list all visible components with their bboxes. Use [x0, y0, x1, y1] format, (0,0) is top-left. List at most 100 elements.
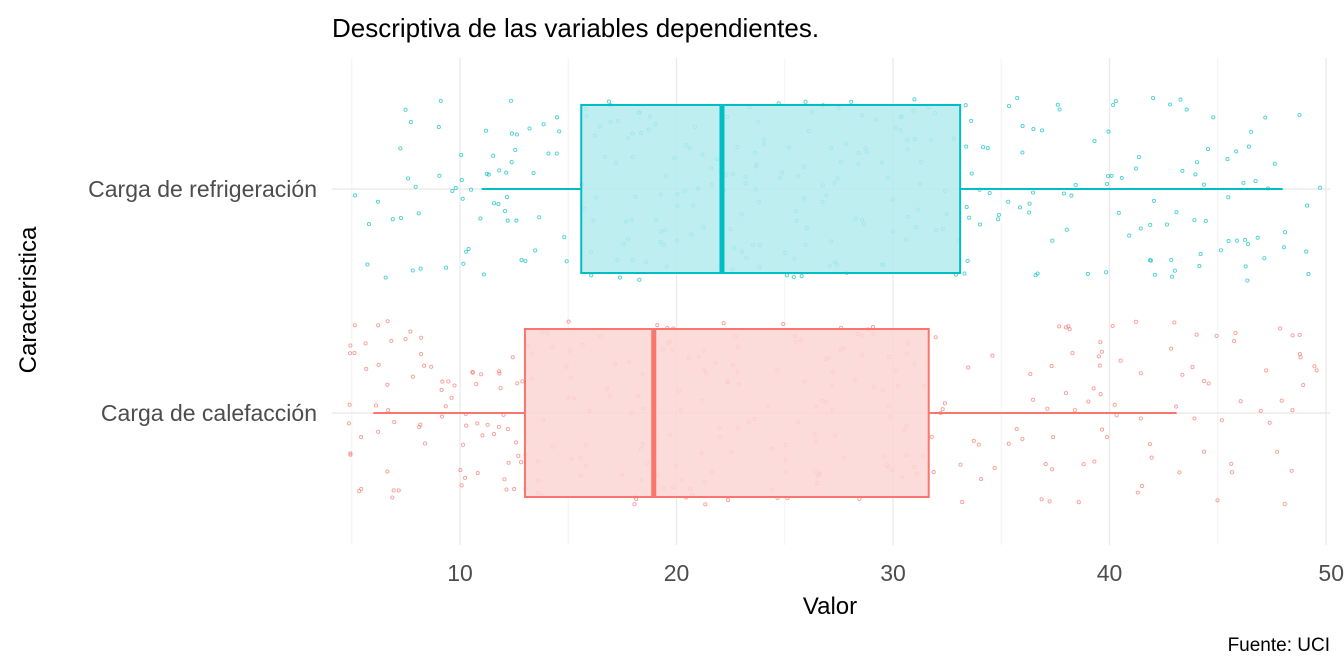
- jitter-point: [1314, 368, 1319, 373]
- jitter-point: [1234, 149, 1239, 154]
- jitter-point: [1049, 364, 1054, 369]
- jitter-point: [481, 272, 486, 277]
- jitter-point: [514, 132, 519, 137]
- jitter-point: [519, 257, 524, 262]
- y-tick-label: Carga de calefacción: [101, 400, 317, 426]
- jitter-point: [1192, 218, 1197, 223]
- jitter-point: [1172, 320, 1177, 325]
- jitter-point: [444, 265, 449, 270]
- jitter-point: [1226, 238, 1231, 244]
- jitter-point: [1306, 271, 1311, 277]
- jitter-point: [1027, 201, 1032, 206]
- jitter-point: [505, 427, 510, 432]
- jitter-point: [1039, 497, 1044, 502]
- jitter-point: [703, 502, 708, 507]
- jitter-point: [1312, 364, 1317, 369]
- jitter-point: [1138, 226, 1143, 231]
- jitter-point: [504, 170, 509, 175]
- jitter-point: [1253, 179, 1258, 184]
- jitter-point: [996, 217, 1001, 222]
- jitter-point: [1097, 363, 1102, 368]
- jitter-point: [1112, 402, 1117, 407]
- jitter-point: [1085, 271, 1090, 276]
- x-axis-title: Valor: [803, 593, 857, 620]
- x-tick-label: 20: [664, 560, 690, 586]
- jitter-point: [403, 107, 408, 112]
- jitter-point: [1282, 501, 1287, 507]
- jitter-point: [373, 403, 379, 408]
- jitter-point: [376, 429, 381, 434]
- jitter-point: [1168, 102, 1173, 107]
- jitter-point: [519, 460, 524, 465]
- jitter-point: [541, 122, 546, 127]
- jitter-point: [1192, 416, 1197, 421]
- jitter-point: [1151, 95, 1156, 101]
- jitter-point: [1111, 102, 1116, 108]
- jitter-point: [513, 147, 518, 152]
- jitter-point: [1030, 190, 1036, 195]
- y-axis-title: Caracteristica: [15, 226, 42, 373]
- jitter-point: [1225, 157, 1230, 162]
- jitter-point: [562, 235, 567, 240]
- jitter-point: [554, 115, 560, 120]
- jitter-point: [418, 266, 423, 271]
- jitter-point: [438, 98, 443, 103]
- jitter-point: [391, 488, 396, 493]
- jitter-point: [486, 172, 491, 177]
- jitter-point: [976, 442, 981, 447]
- jitter-point: [1289, 468, 1294, 473]
- jitter-point: [933, 335, 938, 340]
- jitter-point: [385, 382, 390, 387]
- jitter-point: [514, 218, 519, 223]
- jitter-point: [475, 470, 480, 476]
- jitter-point: [566, 319, 571, 324]
- jitter-point: [510, 355, 515, 360]
- jitter-point: [1180, 372, 1185, 377]
- jitter-point: [978, 477, 984, 482]
- jitter-point: [464, 249, 469, 254]
- jitter-point: [1148, 222, 1153, 227]
- jitter-point: [1047, 499, 1052, 504]
- jitter-point: [1203, 218, 1208, 223]
- jitter-point: [1174, 404, 1179, 409]
- jitter-point: [1164, 222, 1170, 227]
- jitter-point: [484, 171, 489, 176]
- jitter-point: [386, 408, 391, 413]
- jitter-point: [1092, 459, 1097, 464]
- jitter-point: [1096, 354, 1101, 359]
- jitter-point: [1020, 150, 1025, 155]
- jitter-point: [969, 171, 974, 176]
- jitter-point: [1006, 199, 1011, 204]
- jitter-point: [359, 486, 364, 491]
- jitter-point: [483, 128, 489, 133]
- jitter-point: [383, 275, 388, 280]
- jitter-point: [1278, 326, 1283, 331]
- jitter-point: [398, 146, 403, 151]
- jitter-point: [1100, 427, 1105, 432]
- jitter-point: [497, 369, 502, 374]
- jitter-point: [363, 341, 368, 346]
- jitter-point: [1050, 467, 1055, 472]
- jitter-point: [632, 502, 637, 507]
- jitter-point: [637, 277, 642, 282]
- jitter-point: [459, 483, 464, 488]
- jitter-point: [406, 176, 411, 181]
- jitter-point: [1290, 408, 1295, 413]
- jitter-point: [422, 441, 428, 446]
- jitter-point: [1138, 371, 1143, 376]
- jitter-point: [1151, 198, 1157, 203]
- jitter-point: [1149, 455, 1154, 460]
- jitter-point: [1109, 173, 1114, 178]
- jitter-point: [1198, 252, 1203, 257]
- jitter-point: [359, 435, 364, 440]
- jitter-point: [514, 440, 519, 445]
- jitter-point: [1290, 333, 1295, 338]
- jitter-point: [347, 351, 353, 356]
- jitter-point: [491, 153, 496, 158]
- jitter-point: [422, 363, 427, 368]
- jitter-point: [459, 178, 464, 183]
- jitter-point: [1219, 418, 1224, 423]
- jitter-point: [1238, 399, 1243, 404]
- jitter-point: [1110, 323, 1115, 329]
- jitter-point: [523, 258, 528, 264]
